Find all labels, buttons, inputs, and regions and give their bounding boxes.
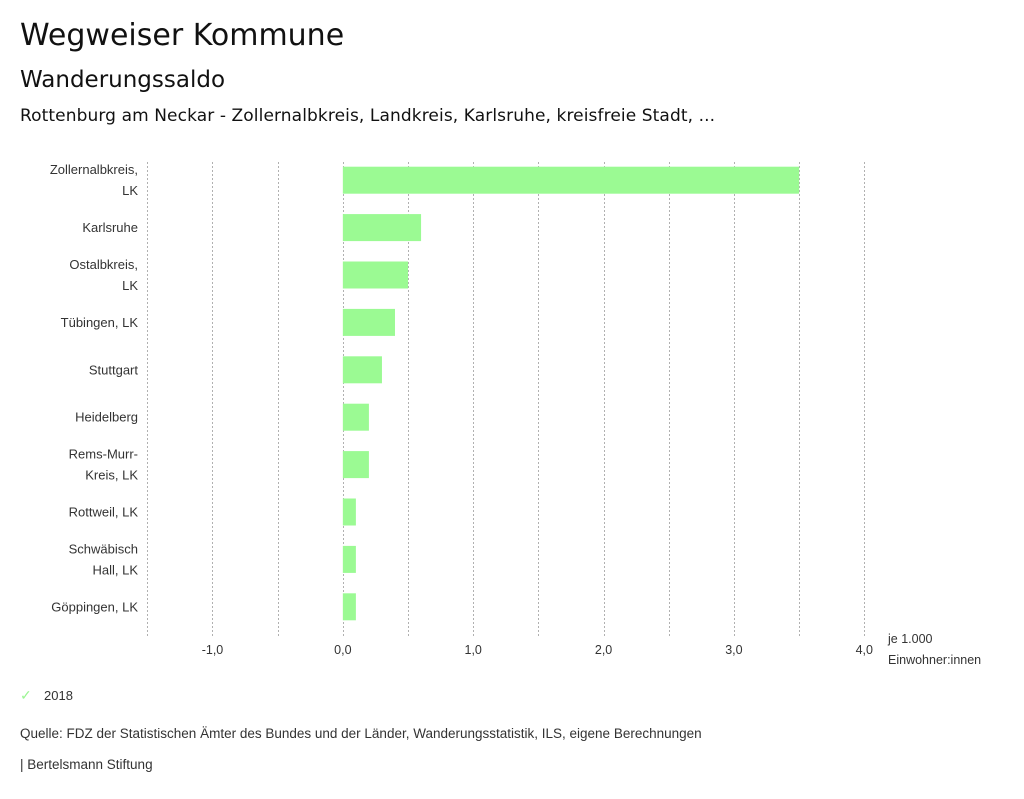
category-label: Zollernalbkreis, LK <box>50 162 138 198</box>
tick-label: 4,0 <box>856 643 873 657</box>
page-title: Wegweiser Kommune <box>20 18 345 53</box>
bar[interactable] <box>342 214 422 242</box>
bars <box>342 166 800 621</box>
category-label: Schwäbisch Hall, LK <box>69 541 139 577</box>
unit-label-line: je 1.000 <box>887 632 933 646</box>
category-label: Ostalbkreis, LK <box>69 257 138 293</box>
tick-label: 1,0 <box>465 643 482 657</box>
selected-regions: Rottenburg am Neckar - Zollernalbkreis, … <box>20 106 716 126</box>
tick-label: 2,0 <box>595 643 612 657</box>
category-label: Rottweil, LK <box>69 505 139 520</box>
bar[interactable] <box>342 593 356 621</box>
x-axis-ticks: -1,0 0,0 1,0 2,0 3,0 4,0 <box>202 643 873 657</box>
category-label: Stuttgart <box>89 362 139 377</box>
bar-chart: Zollernalbkreis, LK Karlsruhe Ostalbkreis, L… <box>50 162 981 667</box>
chart-subtitle: Wanderungssaldo <box>20 67 226 93</box>
check-icon: ✓ <box>20 687 32 703</box>
tick-label: -1,0 <box>202 643 224 657</box>
category-label: Heidelberg <box>75 410 138 425</box>
bar[interactable] <box>342 308 395 336</box>
category-label: Tübingen, LK <box>61 315 139 330</box>
gridlines <box>147 162 865 636</box>
bar[interactable] <box>342 356 382 384</box>
bar[interactable] <box>342 498 356 526</box>
category-labels: Zollernalbkreis, LK Karlsruhe Ostalbkreis, L… <box>50 162 139 614</box>
category-label: Göppingen, LK <box>51 599 138 614</box>
bar[interactable] <box>342 545 356 573</box>
x-axis-unit-label: je 1.000 Einwohner:innen <box>887 632 981 667</box>
bar[interactable] <box>342 166 800 194</box>
bar[interactable] <box>342 261 409 289</box>
legend-item-2018[interactable]: ✓ 2018 <box>20 687 73 704</box>
bar[interactable] <box>342 451 369 479</box>
category-label: Rems-Murr-Kreis, LK <box>69 447 139 483</box>
tick-label: 3,0 <box>725 643 742 657</box>
bar[interactable] <box>342 403 369 431</box>
source-note: Quelle: FDZ der Statistischen Ämter des … <box>20 726 702 741</box>
tick-label: 0,0 <box>334 643 351 657</box>
brand-credit: | Bertelsmann Stiftung <box>20 757 153 772</box>
unit-label-line: Einwohner:innen <box>888 653 981 667</box>
category-label: Karlsruhe <box>82 220 138 235</box>
legend-label: 2018 <box>44 688 73 703</box>
